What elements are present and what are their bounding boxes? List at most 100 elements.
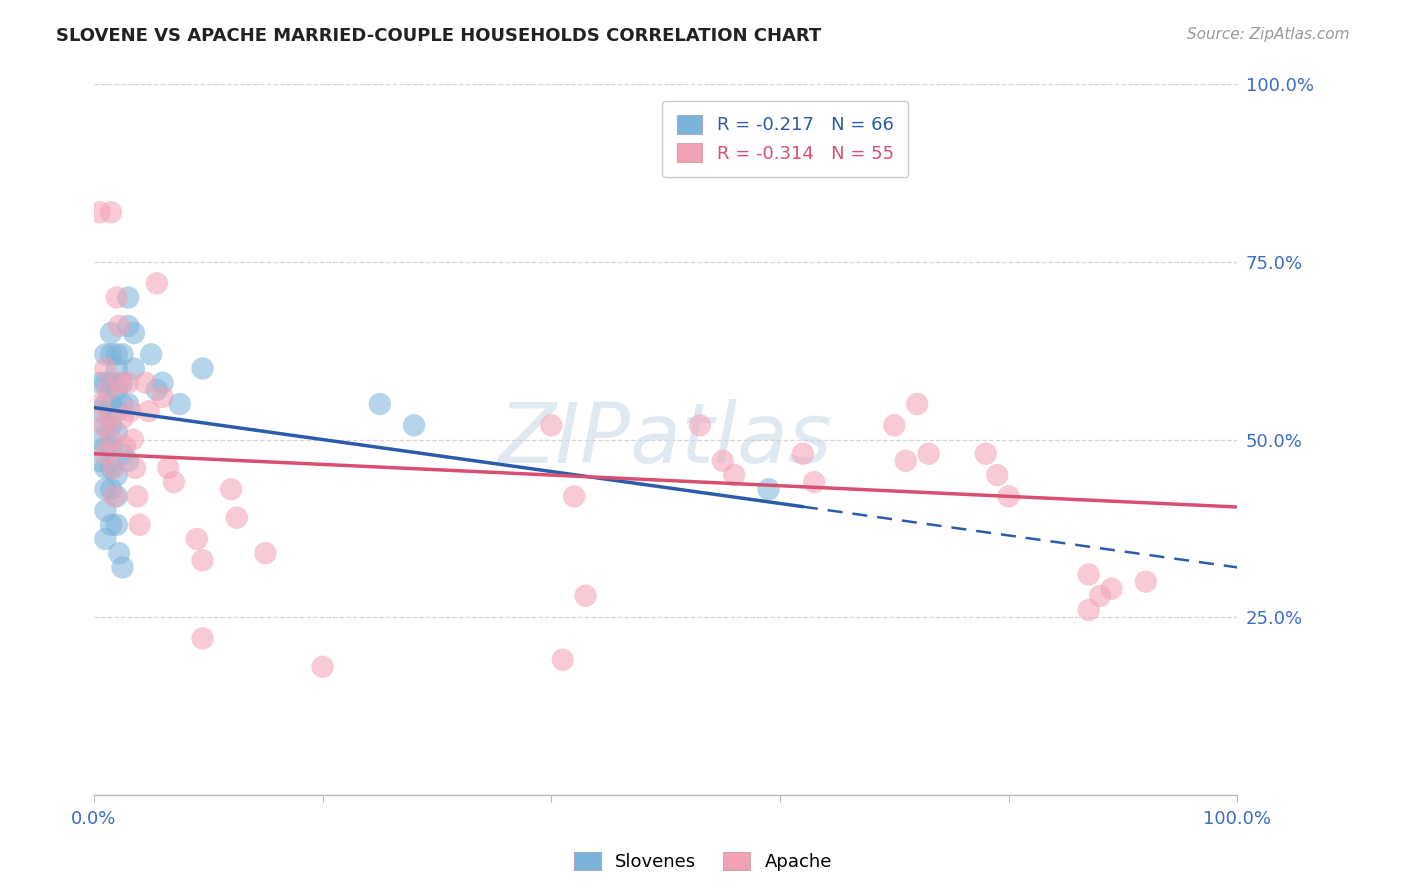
- Point: [1135, 574, 1157, 589]
- Point: [883, 418, 905, 433]
- Point: [186, 532, 208, 546]
- Point: [111, 397, 134, 411]
- Point: [100, 326, 122, 340]
- Point: [540, 418, 562, 433]
- Point: [94, 361, 117, 376]
- Point: [311, 660, 333, 674]
- Legend: R = -0.217   N = 66, R = -0.314   N = 55: R = -0.217 N = 66, R = -0.314 N = 55: [662, 101, 908, 178]
- Point: [108, 318, 131, 333]
- Point: [127, 489, 149, 503]
- Point: [100, 440, 122, 454]
- Point: [89, 433, 111, 447]
- Point: [114, 440, 136, 454]
- Point: [105, 347, 128, 361]
- Point: [574, 589, 596, 603]
- Point: [986, 468, 1008, 483]
- Point: [146, 277, 169, 291]
- Point: [117, 397, 139, 411]
- Point: [111, 376, 134, 390]
- Point: [138, 404, 160, 418]
- Point: [120, 404, 142, 418]
- Point: [94, 503, 117, 517]
- Point: [191, 632, 214, 646]
- Point: [723, 468, 745, 483]
- Point: [122, 361, 145, 376]
- Point: [146, 383, 169, 397]
- Point: [254, 546, 277, 560]
- Point: [191, 553, 214, 567]
- Point: [1077, 603, 1099, 617]
- Point: [404, 418, 426, 433]
- Point: [117, 454, 139, 468]
- Point: [191, 361, 214, 376]
- Point: [89, 205, 111, 219]
- Point: [100, 376, 122, 390]
- Point: [94, 397, 117, 411]
- Point: [219, 483, 242, 497]
- Point: [905, 397, 928, 411]
- Point: [105, 517, 128, 532]
- Point: [121, 433, 143, 447]
- Point: [89, 397, 111, 411]
- Point: [997, 489, 1019, 503]
- Text: ZIPatlas: ZIPatlas: [499, 399, 832, 480]
- Point: [124, 461, 146, 475]
- Point: [689, 418, 711, 433]
- Point: [128, 517, 150, 532]
- Point: [551, 653, 574, 667]
- Point: [100, 461, 122, 475]
- Point: [152, 376, 174, 390]
- Point: [105, 291, 128, 305]
- Point: [117, 291, 139, 305]
- Point: [105, 404, 128, 418]
- Point: [157, 461, 180, 475]
- Point: [117, 318, 139, 333]
- Point: [974, 447, 997, 461]
- Point: [792, 447, 814, 461]
- Point: [91, 418, 114, 433]
- Point: [100, 418, 122, 433]
- Point: [94, 347, 117, 361]
- Point: [98, 411, 121, 425]
- Point: [758, 483, 780, 497]
- Point: [100, 433, 122, 447]
- Point: [103, 461, 125, 475]
- Point: [152, 390, 174, 404]
- Point: [111, 560, 134, 574]
- Point: [111, 347, 134, 361]
- Point: [94, 461, 117, 475]
- Point: [105, 361, 128, 376]
- Point: [225, 510, 247, 524]
- Point: [103, 489, 125, 503]
- Point: [108, 546, 131, 560]
- Point: [100, 347, 122, 361]
- Point: [94, 483, 117, 497]
- Point: [917, 447, 939, 461]
- Point: [105, 489, 128, 503]
- Point: [894, 454, 917, 468]
- Point: [134, 376, 156, 390]
- Point: [110, 376, 132, 390]
- Point: [562, 489, 585, 503]
- Point: [803, 475, 825, 490]
- Point: [94, 440, 117, 454]
- Point: [89, 376, 111, 390]
- Point: [97, 383, 120, 397]
- Point: [105, 468, 128, 483]
- Point: [111, 411, 134, 425]
- Point: [105, 383, 128, 397]
- Point: [94, 376, 117, 390]
- Point: [94, 447, 117, 461]
- Point: [711, 454, 734, 468]
- Point: [169, 397, 191, 411]
- Point: [163, 475, 186, 490]
- Text: Source: ZipAtlas.com: Source: ZipAtlas.com: [1187, 27, 1350, 42]
- Point: [139, 347, 162, 361]
- Point: [368, 397, 391, 411]
- Legend: Slovenes, Apache: Slovenes, Apache: [567, 845, 839, 879]
- Point: [94, 418, 117, 433]
- Point: [89, 454, 111, 468]
- Point: [100, 205, 122, 219]
- Point: [100, 483, 122, 497]
- Text: SLOVENE VS APACHE MARRIED-COUPLE HOUSEHOLDS CORRELATION CHART: SLOVENE VS APACHE MARRIED-COUPLE HOUSEHO…: [56, 27, 821, 45]
